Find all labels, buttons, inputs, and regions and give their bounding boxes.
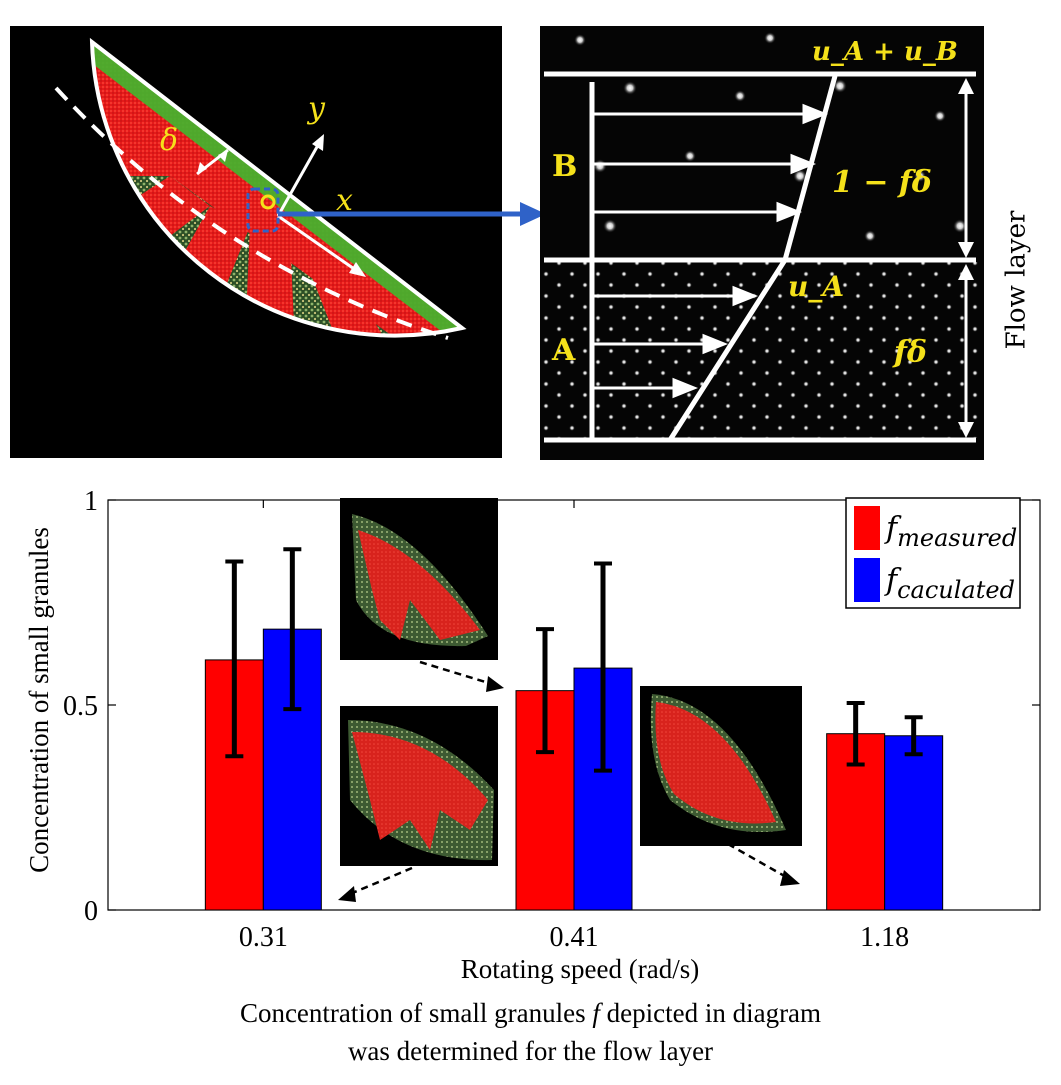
top-velocity-label: u_A + u_B — [812, 37, 958, 67]
flow-layer-label: Flow layer — [981, 180, 1051, 380]
y-tick-label: 0.5 — [63, 691, 98, 722]
zoom-connector-arrow — [278, 202, 546, 226]
layer-a-fraction-label: fδ — [892, 335, 927, 370]
legend-entry-measured: fmeasured — [884, 511, 1017, 552]
velocity-profile-illustration: u_A + u_B B A 1 − fδ u_A fδ — [540, 32, 984, 443]
caption-text-start: Concentration of small granules — [239, 998, 593, 1028]
concentration-bar-chart: 0.31 0.41 1.18 0 0.5 1 fmeasured fcaculated R… — [24, 486, 1041, 984]
flow-layer-text: Flow layer — [1001, 210, 1032, 350]
y-tick-label: 1 — [84, 486, 98, 517]
drum-illustration: δ y x — [54, 37, 467, 340]
y-axis-label: y — [306, 91, 326, 126]
bar-f-caculated — [884, 735, 944, 911]
y-tick-label: 0 — [84, 896, 98, 927]
x-tick-label: 0.41 — [550, 922, 599, 953]
inset-snapshots — [340, 498, 802, 866]
layer-b-label: B — [552, 149, 577, 184]
caption-line-2: was determined for the flow layer — [347, 1036, 714, 1066]
legend-swatch-measured — [854, 506, 880, 550]
layer-b-fraction-label: 1 − fδ — [832, 165, 932, 200]
x-tick-label: 1.18 — [860, 922, 909, 953]
caption-line-1: Concentration of small granules f depict… — [0, 998, 1061, 1029]
caption-symbol: f — [592, 998, 600, 1028]
drum-snapshot: δ y x — [10, 26, 502, 458]
x-axis-label: x — [336, 183, 353, 218]
inset-pointer-arrows — [338, 660, 800, 902]
legend: fmeasured fcaculated — [845, 497, 1021, 609]
layer-a-velocity-label: u_A — [788, 270, 844, 303]
layer-a-label: A — [551, 333, 576, 368]
x-axis-title: Rotating speed (rad/s) — [461, 954, 699, 984]
y-axis-title: Concentration of small granules — [24, 527, 54, 873]
legend-swatch-calculated — [854, 558, 880, 602]
legend-entry-calculated: fcaculated — [884, 563, 1015, 604]
delta-label: δ — [160, 123, 178, 158]
velocity-profile-panel: u_A + u_B B A 1 − fδ u_A fδ — [540, 26, 984, 460]
plot-area: 0.31 0.41 1.18 0 0.5 1 — [63, 486, 1041, 953]
x-tick-label: 0.31 — [239, 922, 288, 953]
caption-text-end: depicted in diagram — [599, 998, 822, 1028]
